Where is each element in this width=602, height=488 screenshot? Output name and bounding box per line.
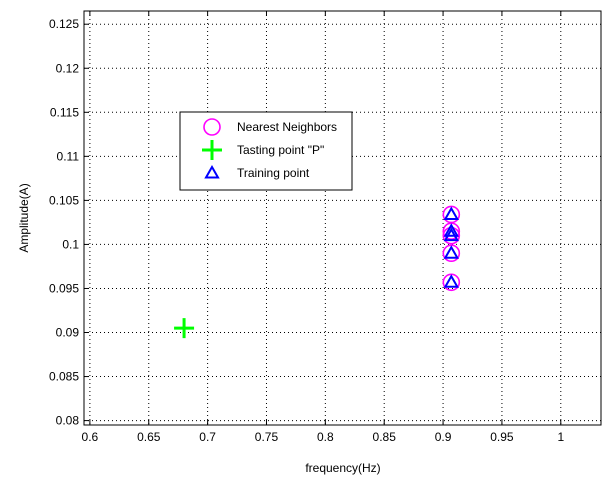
legend-label: Training point — [237, 166, 310, 180]
y-tick-label: 0.1 — [62, 237, 79, 251]
x-tick-label: 0.6 — [82, 430, 99, 444]
training-point-point — [443, 274, 460, 288]
x-axis-label: frequency(Hz) — [305, 461, 380, 475]
legend-marker — [202, 140, 222, 160]
x-tick-label: 0.85 — [373, 430, 397, 444]
y-axis-tick-labels: 0.08 0.085 0.09 0.095 0.1 0.105 0.11 0.115 0.12 0… — [49, 17, 79, 427]
tasting-point-p-point — [174, 318, 195, 339]
legend-marker — [204, 164, 220, 179]
training-point-point — [443, 227, 460, 242]
x-axis-tick-labels: 0.6 0.65 0.7 0.75 0.8 0.85 0.9 0.95 1 — [82, 430, 565, 444]
training-point-point — [443, 245, 460, 259]
y-axis-label: Amplitude(A) — [17, 183, 31, 252]
y-tick-label: 0.11 — [57, 149, 80, 163]
x-tick-label: 0.9 — [435, 430, 452, 444]
y-tick-label: 0.125 — [49, 17, 79, 31]
y-tick-label: 0.09 — [56, 326, 80, 340]
training-point-point — [443, 206, 460, 220]
legend: Nearest Neighbors Tasting point "P" Traini… — [179, 111, 353, 191]
legend-marker — [203, 118, 221, 136]
y-tick-label: 0.115 — [50, 105, 79, 119]
legend-label: Tasting point "P" — [237, 143, 324, 157]
x-tick-label: 0.95 — [490, 430, 514, 444]
data-points — [174, 205, 461, 339]
y-tick-label: 0.095 — [49, 281, 79, 295]
x-tick-label: 0.65 — [137, 430, 161, 444]
legend-label: Nearest Neighbors — [237, 120, 337, 134]
x-tick-label: 0.75 — [255, 430, 279, 444]
y-tick-label: 0.085 — [49, 370, 79, 384]
x-tick-label: 1 — [557, 430, 564, 444]
y-tick-label: 0.105 — [49, 193, 79, 207]
x-tick-label: 0.8 — [317, 430, 334, 444]
training-point-point — [443, 223, 460, 237]
axis-ticks — [84, 11, 562, 425]
y-tick-label: 0.08 — [56, 414, 80, 428]
y-tick-label: 0.12 — [56, 61, 80, 75]
x-tick-label: 0.7 — [199, 430, 216, 444]
plot-area-frame — [83, 10, 602, 426]
legend-entries: Nearest Neighbors Tasting point "P" Traini… — [202, 118, 337, 180]
grid — [84, 11, 602, 425]
